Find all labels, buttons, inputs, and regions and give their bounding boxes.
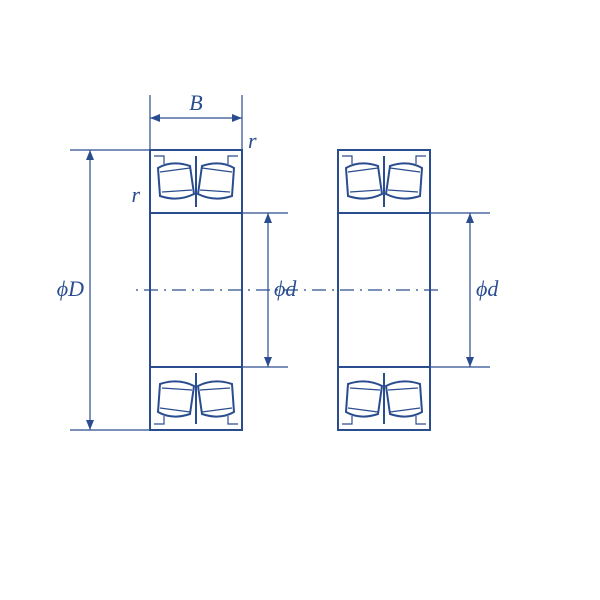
label-r-side: r [131,182,140,207]
dimension-B: B [150,90,242,150]
bearing-diagram: .sw { stroke: var(--sc); stroke-width: v… [0,0,600,600]
label-phid-mid: ϕd [274,276,297,301]
dimension-phid-right: ϕd [430,213,499,367]
label-phid-right: ϕd [476,276,499,301]
label-B: B [189,90,202,115]
label-r-top: r [248,128,257,153]
label-phiD: ϕD [57,276,84,301]
